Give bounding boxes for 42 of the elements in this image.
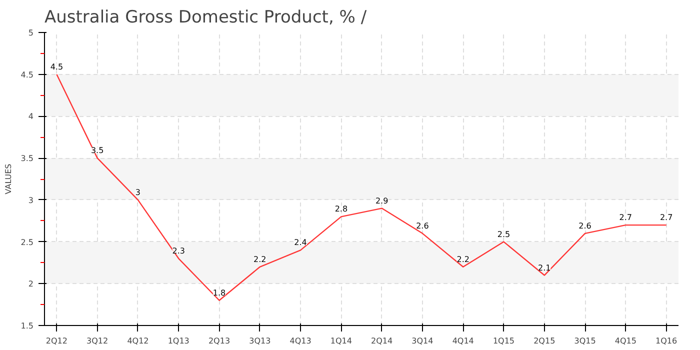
x-tick-label: 3Q13 bbox=[249, 336, 271, 346]
data-label: 2.6 bbox=[416, 221, 429, 230]
x-tick-label: 1Q15 bbox=[492, 336, 515, 346]
y-tick-label: 2 bbox=[28, 280, 34, 289]
data-label: 3.5 bbox=[90, 146, 104, 156]
x-tick-label: 3Q12 bbox=[86, 336, 108, 346]
y-tick-label: 2.5 bbox=[20, 238, 34, 247]
y-tick-label: 3.5 bbox=[20, 154, 34, 164]
data-label: 2.8 bbox=[334, 204, 348, 214]
x-tick-label: 2Q15 bbox=[534, 336, 556, 346]
data-label: 2.5 bbox=[497, 230, 510, 239]
data-label: 4.5 bbox=[50, 62, 64, 72]
data-label: 2.9 bbox=[375, 196, 388, 206]
data-label: 1.8 bbox=[212, 288, 226, 298]
x-tick-label: 4Q14 bbox=[452, 336, 474, 346]
data-label: 2.2 bbox=[254, 254, 266, 264]
data-label: 3 bbox=[135, 188, 141, 197]
x-tick-label: 4Q15 bbox=[614, 336, 636, 346]
data-label: 2.3 bbox=[172, 246, 185, 256]
data-label: 2.7 bbox=[660, 213, 673, 222]
x-tick-label: 3Q14 bbox=[412, 336, 434, 346]
x-tick-label: 2Q12 bbox=[46, 336, 68, 346]
x-tick-label: 2Q13 bbox=[208, 336, 230, 346]
y-tick-label: 5 bbox=[28, 28, 34, 38]
y-tick-label: 4.5 bbox=[20, 70, 34, 80]
x-tick-label: 2Q14 bbox=[371, 336, 393, 346]
y-tick-label: 3 bbox=[28, 196, 34, 205]
x-tick-label: 4Q13 bbox=[290, 336, 312, 346]
data-label: 2.4 bbox=[294, 238, 307, 248]
data-label: 2.6 bbox=[578, 221, 592, 230]
x-tick-label: 4Q12 bbox=[127, 336, 149, 346]
y-tick-label: 1.5 bbox=[20, 322, 34, 330]
x-tick-label: 3Q15 bbox=[574, 336, 596, 346]
data-label: 2.1 bbox=[538, 263, 551, 272]
x-tick-label: 1Q13 bbox=[168, 336, 190, 346]
y-tick-label: 4 bbox=[28, 112, 34, 122]
y-axis-title: VALUES bbox=[4, 164, 13, 194]
data-label: 2.7 bbox=[619, 213, 632, 222]
x-tick-label: 1Q14 bbox=[330, 336, 352, 346]
x-tick-label: 1Q16 bbox=[656, 336, 678, 346]
chart-title: Australia Gross Domestic Product, % / bbox=[44, 8, 367, 28]
data-label: 2.2 bbox=[456, 254, 470, 264]
